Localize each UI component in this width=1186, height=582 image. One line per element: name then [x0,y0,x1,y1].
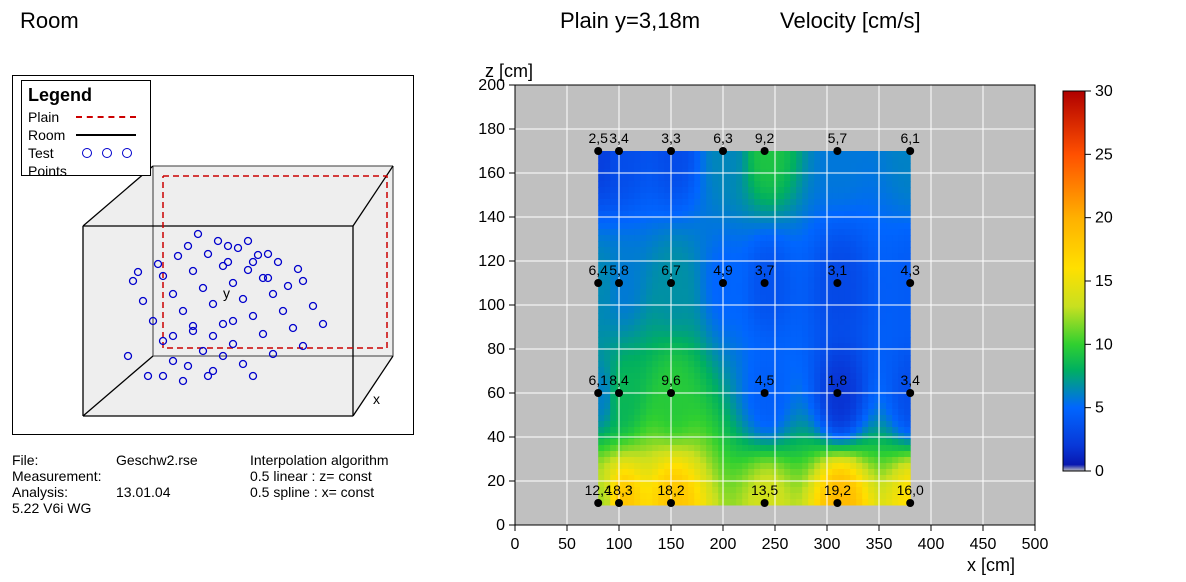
velocity-chart: 2,53,43,36,39,25,76,16,45,86,74,93,73,14… [455,55,1175,575]
svg-text:9,2: 9,2 [755,130,775,146]
legend-row-room: Room [28,126,144,144]
title-room: Room [20,8,79,34]
svg-text:3,7: 3,7 [755,262,775,278]
svg-text:5,8: 5,8 [609,262,629,278]
meta-analysis-label: Analysis: [12,484,116,500]
meta-analysis-value: 13.01.04 [116,484,250,500]
svg-text:1,8: 1,8 [828,372,848,388]
svg-text:200: 200 [710,536,737,553]
room-panel: Legend Plain Room Test Points x y [12,75,414,435]
svg-text:13,5: 13,5 [751,482,778,498]
meta-measurement-value [116,468,250,484]
svg-text:400: 400 [918,536,945,553]
svg-text:80: 80 [487,341,505,358]
svg-text:4,3: 4,3 [900,262,920,278]
svg-text:0: 0 [1095,463,1104,480]
svg-text:120: 120 [478,253,505,270]
meta-measurement-label: Measurement: [12,468,116,484]
title-velocity: Velocity [cm/s] [780,8,921,34]
svg-text:3,1: 3,1 [828,262,848,278]
svg-text:450: 450 [970,536,997,553]
svg-text:9,6: 9,6 [661,372,681,388]
legend-box: Legend Plain Room Test Points [21,80,151,176]
svg-text:0: 0 [511,536,520,553]
legend-row-points: Points [28,162,144,180]
svg-text:x: x [373,391,380,407]
meta-interp-line1: 0.5 linear : z= const [250,468,414,484]
svg-text:300: 300 [814,536,841,553]
svg-text:6,4: 6,4 [588,262,608,278]
svg-text:140: 140 [478,209,505,226]
svg-text:6,1: 6,1 [900,130,920,146]
meta-block: File: Geschw2.rse Interpolation algorith… [12,452,414,516]
legend-swatch-plain [76,110,136,124]
meta-table: File: Geschw2.rse Interpolation algorith… [12,452,414,516]
legend-label: Test [28,145,76,161]
meta-interp-line2: 0.5 spline : x= const [250,484,414,500]
svg-text:350: 350 [866,536,893,553]
chart-svg: 2,53,43,36,39,25,76,16,45,86,74,93,73,14… [455,55,1175,575]
legend-label: Room [28,127,76,143]
meta-interp-label: Interpolation algorithm [250,452,414,468]
svg-text:5: 5 [1095,400,1104,417]
svg-text:6,1: 6,1 [588,372,608,388]
svg-text:20: 20 [1095,210,1113,227]
svg-text:4,5: 4,5 [755,372,775,388]
svg-text:20: 20 [487,473,505,490]
svg-text:x [cm]: x [cm] [967,555,1015,575]
meta-version: 5.22 V6i WG [12,500,414,516]
page-root: Room Plain y=3,18m Velocity [cm/s] Legen… [0,0,1186,582]
svg-text:50: 50 [558,536,576,553]
svg-text:100: 100 [478,297,505,314]
svg-text:3,4: 3,4 [900,372,920,388]
svg-text:500: 500 [1022,536,1049,553]
svg-text:25: 25 [1095,146,1113,163]
svg-text:6,7: 6,7 [661,262,681,278]
svg-text:30: 30 [1095,83,1113,100]
legend-label: Points [28,163,76,179]
legend-title: Legend [28,85,144,106]
svg-text:0: 0 [496,517,505,534]
svg-text:10: 10 [1095,336,1113,353]
legend-swatch-room [76,128,136,142]
svg-text:5,7: 5,7 [828,130,848,146]
svg-text:40: 40 [487,429,505,446]
meta-file-label: File: [12,452,116,468]
svg-text:160: 160 [478,165,505,182]
legend-row-test: Test [28,144,144,162]
meta-file-value: Geschw2.rse [116,452,250,468]
svg-text:18,2: 18,2 [657,482,684,498]
legend-label: Plain [28,109,76,125]
svg-text:6,3: 6,3 [713,130,733,146]
svg-text:19,2: 19,2 [824,482,851,498]
legend-swatch-points [76,146,136,160]
legend-row-plain: Plain [28,108,144,126]
svg-text:3,3: 3,3 [661,130,681,146]
svg-text:150: 150 [658,536,685,553]
title-plain: Plain y=3,18m [560,8,700,34]
svg-text:180: 180 [478,121,505,138]
svg-text:4,9: 4,9 [713,262,733,278]
svg-text:3,4: 3,4 [609,130,629,146]
svg-text:18,3: 18,3 [605,482,632,498]
svg-text:y: y [223,285,230,301]
svg-text:z [cm]: z [cm] [485,61,533,81]
svg-text:2,5: 2,5 [588,130,608,146]
svg-text:8,4: 8,4 [609,372,629,388]
svg-text:60: 60 [487,385,505,402]
svg-text:15: 15 [1095,273,1113,290]
svg-text:250: 250 [762,536,789,553]
svg-text:16,0: 16,0 [897,482,924,498]
svg-text:100: 100 [606,536,633,553]
